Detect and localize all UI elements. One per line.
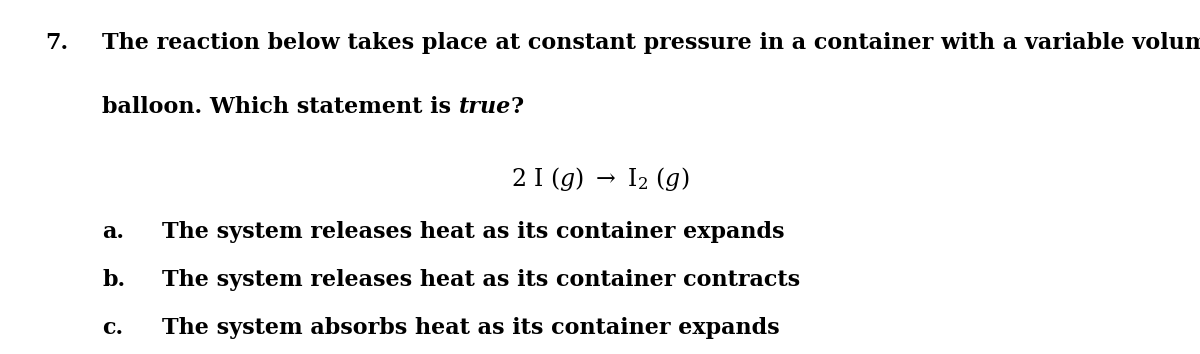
Text: The system absorbs heat as its container expands: The system absorbs heat as its container… bbox=[162, 317, 780, 339]
Text: true: true bbox=[458, 96, 511, 118]
Text: The system releases heat as its container expands: The system releases heat as its containe… bbox=[162, 221, 785, 243]
Text: c.: c. bbox=[102, 317, 124, 339]
Text: ?: ? bbox=[511, 96, 524, 118]
Text: The reaction below takes place at constant pressure in a container with a variab: The reaction below takes place at consta… bbox=[102, 32, 1200, 54]
Text: b.: b. bbox=[102, 269, 125, 291]
Text: balloon. Which statement is: balloon. Which statement is bbox=[102, 96, 458, 118]
Text: a.: a. bbox=[102, 221, 124, 243]
Text: The system releases heat as its container contracts: The system releases heat as its containe… bbox=[162, 269, 800, 291]
Text: 7.: 7. bbox=[46, 32, 68, 54]
Text: $2\ \mathrm{I}\ (g)\ \rightarrow\ \mathrm{I_2}\ (g)$: $2\ \mathrm{I}\ (g)\ \rightarrow\ \mathr… bbox=[511, 165, 689, 193]
